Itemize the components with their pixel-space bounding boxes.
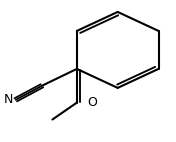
Text: N: N xyxy=(4,93,13,106)
Text: O: O xyxy=(87,96,97,109)
